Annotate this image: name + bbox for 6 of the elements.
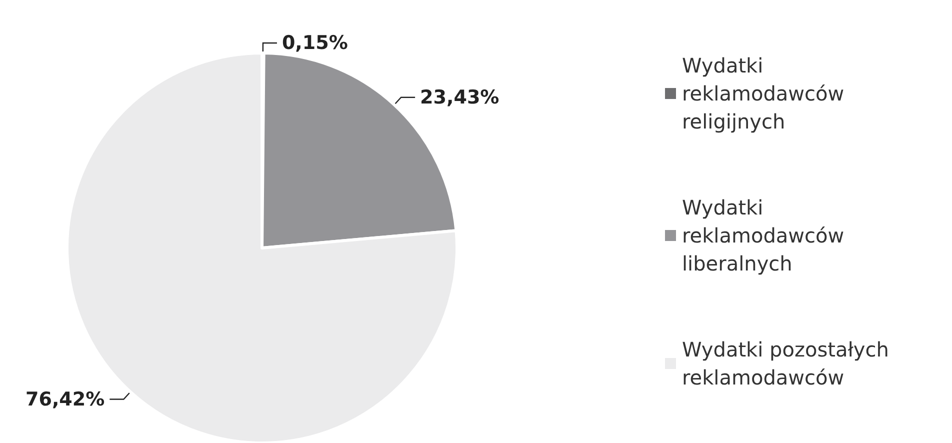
data-label: 23,43% (420, 86, 500, 108)
legend-label: Wydatki reklamodawców liberalnych (682, 196, 850, 276)
data-label: 0,15% (282, 32, 348, 54)
data-label: 76,42% (26, 388, 105, 410)
legend-label: Wydatki pozostałych reklamodawców (682, 338, 896, 390)
legend-label: Wydatki reklamodawców religijnych (682, 54, 850, 134)
